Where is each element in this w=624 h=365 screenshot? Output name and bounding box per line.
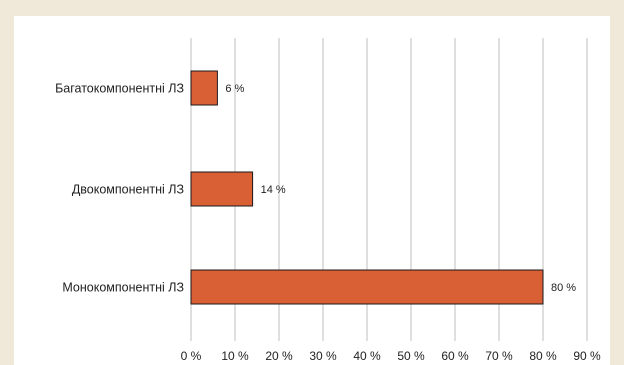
- gridlines: [190, 38, 588, 341]
- x-tick-label: 40 %: [353, 349, 381, 363]
- bars: [190, 70, 544, 305]
- data-label: 6 %: [225, 83, 244, 95]
- category-label: Двокомпонентні ЛЗ: [72, 183, 184, 197]
- x-tick-label: 50 %: [397, 349, 425, 363]
- bar: [190, 269, 544, 305]
- chart-frame: Багатокомпонентні ЛЗ Двокомпонентні ЛЗ Мон…: [14, 16, 610, 365]
- bar: [190, 70, 218, 106]
- data-label: 80 %: [551, 282, 576, 294]
- x-tick-label: 80 %: [529, 349, 557, 363]
- bar-chart: Багатокомпонентні ЛЗ Двокомпонентні ЛЗ Мон…: [55, 38, 601, 363]
- x-tick-label: 30 %: [309, 349, 337, 363]
- data-labels: 6 % 14 % 80 %: [225, 83, 576, 294]
- x-tick-labels: 0 % 10 % 20 % 30 % 40 % 50 % 60 % 70 % 80 % 90 %: [181, 349, 601, 363]
- x-tick-label: 10 %: [221, 349, 249, 363]
- x-tick-label: 60 %: [441, 349, 469, 363]
- category-labels: Багатокомпонентні ЛЗ Двокомпонентні ЛЗ Мон…: [55, 82, 184, 295]
- data-label: 14 %: [261, 184, 286, 196]
- bar: [190, 171, 254, 207]
- x-tick-label: 70 %: [485, 349, 513, 363]
- category-label: Монокомпонентні ЛЗ: [62, 281, 184, 295]
- x-tick-label: 0 %: [181, 349, 202, 363]
- x-tick-label: 90 %: [573, 349, 601, 363]
- x-tick-label: 20 %: [265, 349, 293, 363]
- category-label: Багатокомпонентні ЛЗ: [55, 82, 184, 96]
